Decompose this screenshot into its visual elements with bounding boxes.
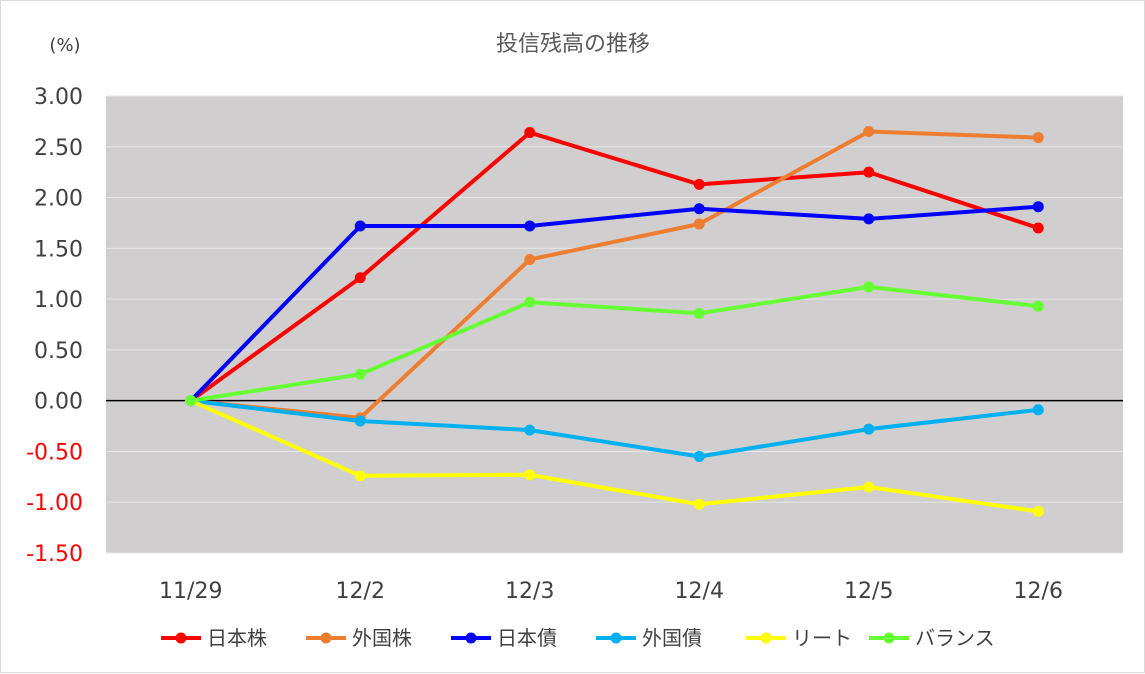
legend-swatch-marker xyxy=(610,632,622,644)
legend-item: リート xyxy=(746,626,852,650)
legend-item: 外国株 xyxy=(306,626,412,650)
series-line xyxy=(188,284,1041,403)
x-tick-label: 12/3 xyxy=(505,579,554,604)
chart-title: 投信残高の推移 xyxy=(496,32,650,57)
y-axis-ticks: 3.00 2.50 2.00 1.50 1.00 0.50 0.00 -0.50 -1.00 -1… xyxy=(26,85,83,567)
data-point xyxy=(1032,300,1044,312)
y-tick-label: -1.50 xyxy=(26,542,83,567)
data-point xyxy=(524,469,536,481)
data-point xyxy=(354,220,366,232)
y-tick-label: 0.00 xyxy=(34,390,83,415)
x-tick-label: 12/5 xyxy=(844,579,893,604)
data-point xyxy=(354,470,366,482)
data-point xyxy=(524,254,536,266)
data-point xyxy=(1032,201,1044,213)
data-point xyxy=(863,423,875,435)
legend-item: 日本株 xyxy=(161,626,267,650)
y-tick-label: 2.00 xyxy=(34,187,83,212)
legend-label: 日本債 xyxy=(497,626,557,650)
data-point xyxy=(354,272,366,284)
data-point xyxy=(863,481,875,493)
legend-label: 日本株 xyxy=(207,626,267,650)
series-line xyxy=(188,204,1041,403)
data-point xyxy=(354,368,366,380)
legend-swatch-marker xyxy=(320,632,332,644)
data-point xyxy=(1032,505,1044,517)
x-tick-label: 12/6 xyxy=(1014,579,1063,604)
data-point xyxy=(693,178,705,190)
data-point xyxy=(863,126,875,138)
data-point xyxy=(863,213,875,225)
series-6 xyxy=(185,281,1044,407)
data-point xyxy=(1032,404,1044,416)
y-tick-label: -1.00 xyxy=(26,491,83,516)
series-lines xyxy=(185,126,1044,517)
legend-swatch-marker xyxy=(175,632,187,644)
data-point xyxy=(185,395,197,407)
legend-swatch-marker xyxy=(465,632,477,644)
plot-area xyxy=(106,96,1123,553)
data-point xyxy=(1032,222,1044,234)
series-line xyxy=(188,129,1041,420)
legend-label: 外国株 xyxy=(352,626,412,650)
data-point xyxy=(693,218,705,230)
data-point xyxy=(693,451,705,463)
data-point xyxy=(693,307,705,319)
legend-item: 外国債 xyxy=(596,626,702,650)
y-tick-label: 2.50 xyxy=(34,136,83,161)
y-tick-label: 1.00 xyxy=(34,288,83,313)
legend-swatch-marker xyxy=(883,632,895,644)
series-line xyxy=(188,398,1041,514)
x-tick-label: 12/2 xyxy=(336,579,385,604)
data-point xyxy=(863,281,875,293)
data-point xyxy=(693,498,705,510)
y-axis-unit-label: (%) xyxy=(49,35,80,56)
legend-item: 日本債 xyxy=(451,626,557,650)
data-point xyxy=(524,424,536,436)
x-axis-ticks: 11/29 12/2 12/3 12/4 12/5 12/6 xyxy=(159,579,1063,604)
legend: 日本株 外国株 日本債 外国債 リート バランス xyxy=(161,626,995,650)
legend-label: バランス xyxy=(915,626,995,650)
legend-swatch-marker xyxy=(760,632,772,644)
y-tick-label: 0.50 xyxy=(34,339,83,364)
gridlines xyxy=(106,95,1123,554)
y-tick-label: 3.00 xyxy=(34,85,83,110)
data-point xyxy=(693,203,705,215)
x-tick-label: 12/4 xyxy=(675,579,724,604)
y-tick-label: -0.50 xyxy=(26,440,83,465)
series-line xyxy=(188,130,1041,403)
series-line xyxy=(188,398,1041,459)
legend-label: リート xyxy=(792,626,852,650)
data-point xyxy=(354,415,366,427)
y-tick-label: 1.50 xyxy=(34,237,83,262)
data-point xyxy=(1032,132,1044,144)
data-point xyxy=(524,220,536,232)
x-tick-label: 11/29 xyxy=(159,579,222,604)
legend-item: バランス xyxy=(869,626,995,650)
data-point xyxy=(524,296,536,308)
data-point xyxy=(524,127,536,139)
data-point xyxy=(863,166,875,178)
legend-label: 外国債 xyxy=(642,626,702,650)
